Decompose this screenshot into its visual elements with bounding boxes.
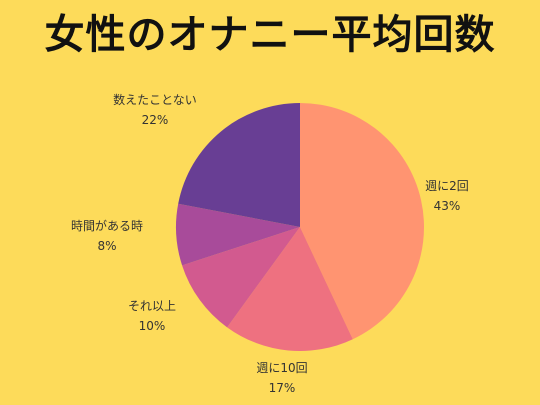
slice-label: それ以上 xyxy=(128,299,176,313)
slice-label: 週に2回 xyxy=(425,179,469,193)
slice-percent-label: 10% xyxy=(139,319,166,333)
pie-slice xyxy=(176,203,300,266)
slice-label: 時間がある時 xyxy=(71,218,143,233)
pie-slice xyxy=(300,103,425,340)
slice-percent-label: 22% xyxy=(142,113,169,127)
slice-label: 週に10回 xyxy=(256,361,307,375)
pie-slice xyxy=(182,227,300,328)
pie-slice xyxy=(178,103,300,227)
pie-slices xyxy=(176,103,425,352)
chart-title: 女性のオナニー平均回数 xyxy=(44,12,496,58)
slice-percent-label: 43% xyxy=(434,199,461,213)
slice-label: 数えたことない xyxy=(113,92,197,107)
pie-slice xyxy=(227,227,353,352)
slice-percent-label: 17% xyxy=(269,381,296,395)
pie-labels: 週に2回 43% 週に10回 17% それ以上 10% 時間がある時 8% 数えたことない 22% xyxy=(71,92,469,395)
slice-percent-label: 8% xyxy=(97,239,116,253)
